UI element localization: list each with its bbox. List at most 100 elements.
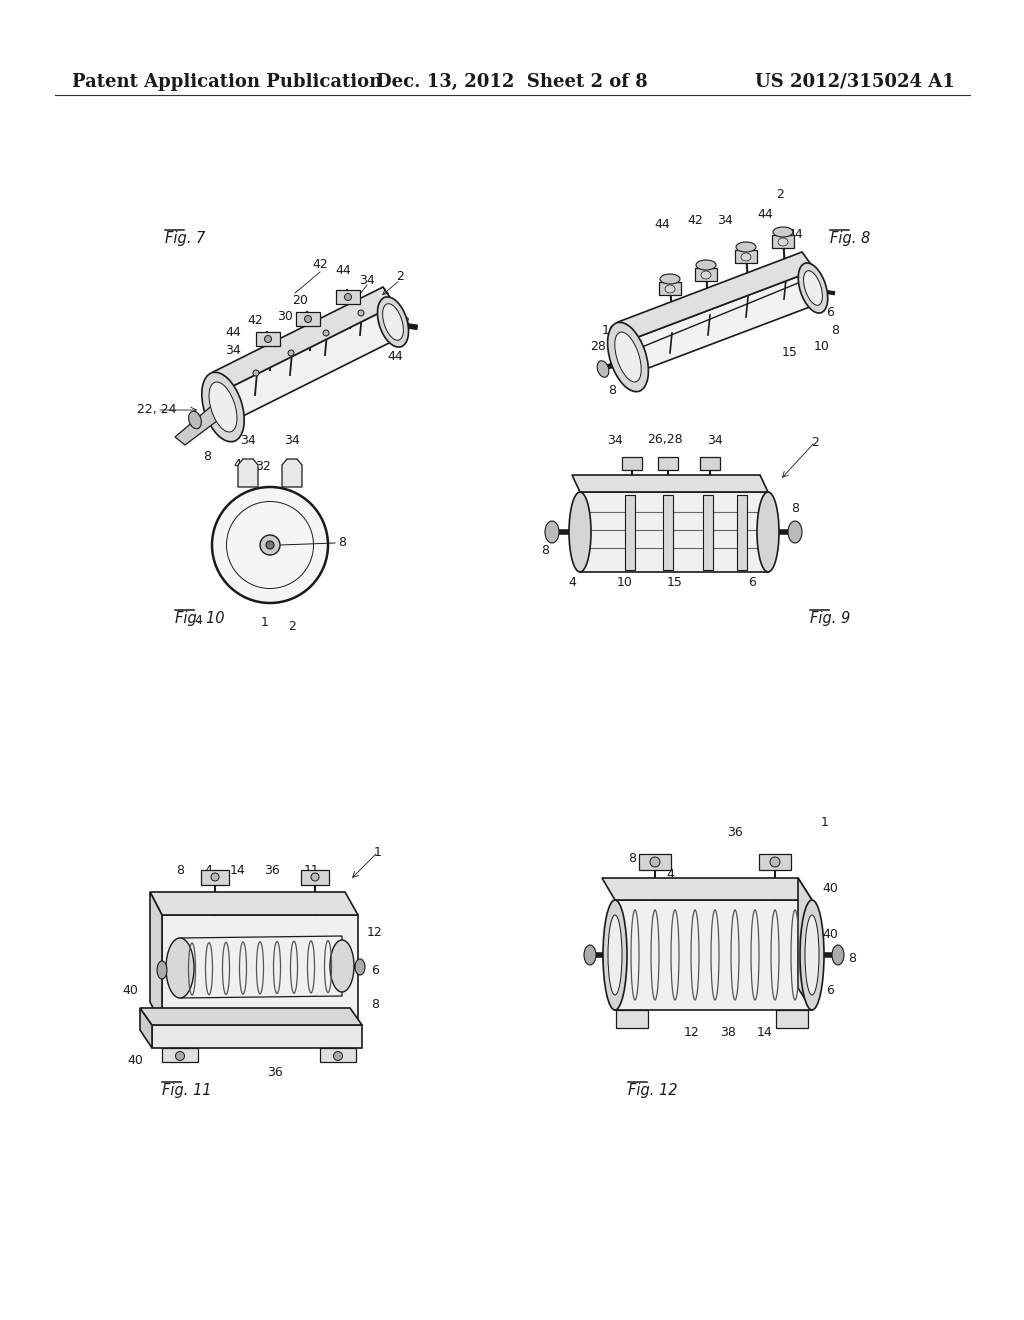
- Polygon shape: [238, 459, 258, 487]
- Polygon shape: [580, 492, 768, 572]
- Text: Fig. 11: Fig. 11: [162, 1082, 212, 1097]
- Ellipse shape: [788, 521, 802, 543]
- Text: 4: 4: [568, 576, 575, 589]
- Polygon shape: [301, 870, 329, 884]
- Ellipse shape: [355, 960, 365, 975]
- Circle shape: [344, 293, 351, 301]
- Polygon shape: [663, 495, 673, 570]
- Text: 44: 44: [387, 351, 402, 363]
- Text: 42: 42: [687, 214, 702, 227]
- Text: 4: 4: [666, 869, 674, 882]
- Text: 14: 14: [757, 1026, 773, 1039]
- Circle shape: [266, 541, 274, 549]
- Text: 10: 10: [814, 341, 829, 354]
- Polygon shape: [140, 1008, 362, 1026]
- Ellipse shape: [773, 227, 793, 238]
- Text: 8: 8: [338, 536, 346, 549]
- Polygon shape: [572, 475, 768, 492]
- Polygon shape: [213, 286, 395, 389]
- Ellipse shape: [805, 915, 819, 995]
- Text: 4: 4: [233, 458, 241, 471]
- Text: Patent Application Publication: Patent Application Publication: [72, 73, 382, 91]
- Circle shape: [334, 1052, 342, 1060]
- Ellipse shape: [701, 271, 711, 279]
- Circle shape: [323, 330, 329, 337]
- Ellipse shape: [736, 242, 756, 252]
- Text: 8: 8: [608, 384, 616, 396]
- Text: 15: 15: [667, 576, 683, 589]
- Text: 16: 16: [602, 323, 617, 337]
- Polygon shape: [150, 892, 162, 1026]
- Ellipse shape: [597, 360, 609, 378]
- Polygon shape: [140, 1008, 152, 1048]
- Text: 8: 8: [848, 952, 856, 965]
- Polygon shape: [622, 457, 642, 470]
- Text: 42: 42: [247, 314, 263, 326]
- Text: 6: 6: [826, 306, 834, 319]
- Text: 12: 12: [684, 1026, 699, 1039]
- Text: 40: 40: [822, 928, 838, 941]
- Text: 1: 1: [821, 816, 829, 829]
- Polygon shape: [659, 282, 681, 294]
- Text: Fig. 10: Fig. 10: [175, 610, 224, 626]
- Ellipse shape: [607, 322, 648, 392]
- Text: Fig. 12: Fig. 12: [628, 1082, 678, 1097]
- Polygon shape: [618, 252, 815, 341]
- Text: 34: 34: [607, 433, 623, 446]
- Text: 8: 8: [203, 450, 211, 463]
- Circle shape: [212, 487, 328, 603]
- Ellipse shape: [608, 915, 622, 995]
- Text: 44: 44: [757, 209, 773, 222]
- Ellipse shape: [330, 940, 354, 993]
- Polygon shape: [319, 1048, 356, 1063]
- Ellipse shape: [378, 297, 409, 347]
- Ellipse shape: [799, 263, 827, 313]
- Text: 36: 36: [264, 863, 280, 876]
- Text: 20: 20: [292, 293, 308, 306]
- Text: 44: 44: [335, 264, 351, 276]
- Text: 8: 8: [176, 863, 184, 876]
- Text: 34: 34: [284, 433, 300, 446]
- Text: 26,28: 26,28: [647, 433, 683, 446]
- Ellipse shape: [778, 238, 788, 246]
- Text: 8: 8: [401, 317, 409, 330]
- Text: 44: 44: [787, 228, 803, 242]
- Polygon shape: [625, 495, 635, 570]
- Ellipse shape: [614, 333, 641, 381]
- Ellipse shape: [383, 304, 403, 341]
- Text: 22, 24: 22, 24: [137, 404, 177, 417]
- Ellipse shape: [157, 961, 167, 979]
- Polygon shape: [615, 900, 812, 1010]
- Polygon shape: [630, 271, 815, 375]
- Text: 1: 1: [374, 846, 382, 858]
- Polygon shape: [296, 312, 319, 326]
- Text: 40: 40: [822, 882, 838, 895]
- Ellipse shape: [603, 900, 627, 1010]
- Text: 11: 11: [304, 863, 319, 876]
- Text: 1: 1: [261, 616, 269, 630]
- Text: 38: 38: [720, 1026, 736, 1039]
- Polygon shape: [700, 457, 720, 470]
- Text: 8: 8: [541, 544, 549, 557]
- Text: 34: 34: [359, 273, 375, 286]
- Text: 6: 6: [749, 576, 756, 589]
- Polygon shape: [737, 495, 746, 570]
- Polygon shape: [162, 915, 358, 1026]
- Polygon shape: [759, 854, 791, 870]
- Text: 34: 34: [240, 433, 256, 446]
- Ellipse shape: [545, 521, 559, 543]
- Ellipse shape: [660, 275, 680, 284]
- Polygon shape: [162, 1048, 198, 1063]
- Ellipse shape: [569, 492, 591, 572]
- Polygon shape: [798, 878, 812, 1010]
- Polygon shape: [225, 305, 395, 425]
- Ellipse shape: [804, 271, 822, 305]
- Ellipse shape: [757, 492, 779, 572]
- Polygon shape: [602, 878, 812, 900]
- Text: Fig. 9: Fig. 9: [810, 610, 850, 626]
- Circle shape: [304, 315, 311, 322]
- Polygon shape: [616, 1010, 648, 1028]
- Text: 2: 2: [396, 271, 403, 284]
- Circle shape: [253, 370, 259, 376]
- Text: 10: 10: [617, 576, 633, 589]
